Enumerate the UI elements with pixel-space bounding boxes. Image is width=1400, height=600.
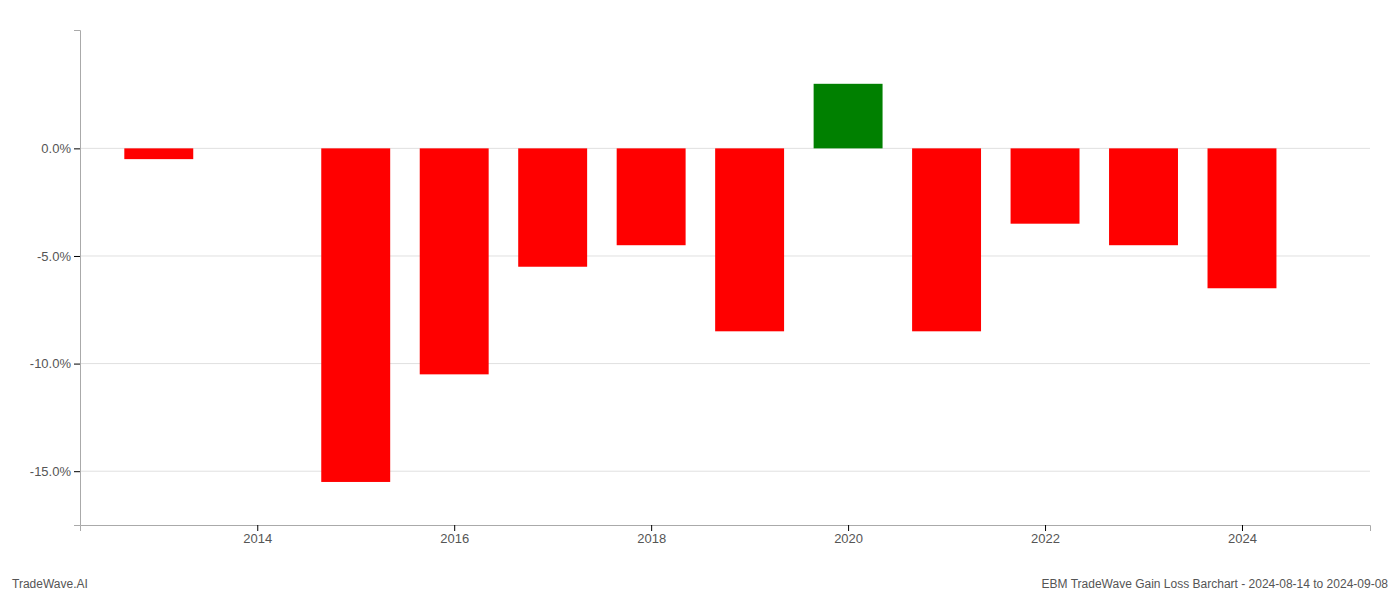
x-tick: 2020 [834, 525, 863, 546]
footer-right: EBM TradeWave Gain Loss Barchart - 2024-… [1042, 577, 1389, 591]
bars [124, 84, 1276, 482]
bar [617, 148, 686, 245]
x-tick: 2024 [1228, 525, 1257, 546]
grid-line [80, 471, 1370, 472]
y-tick-mark [74, 471, 80, 472]
footer-left: TradeWave.AI [12, 577, 88, 591]
x-tick: 2018 [637, 525, 666, 546]
bar [124, 148, 193, 159]
x-tick-label: 2018 [637, 531, 666, 546]
x-tick-label: 2020 [834, 531, 863, 546]
bar [1208, 148, 1277, 288]
bar [420, 148, 489, 374]
bar [715, 148, 784, 331]
x-tick-mark [848, 525, 849, 531]
bar [814, 84, 883, 149]
y-tick: -15.0% [30, 464, 80, 479]
y-tick-mark [74, 256, 80, 257]
bar [518, 148, 587, 266]
chart: 2014 2016 2018 2020 2022 2024 0.0% -5.0% -10.0% -… [0, 0, 1400, 600]
x-tick-label: 2016 [440, 531, 469, 546]
x-axis-line [81, 526, 1371, 532]
x-tick-label: 2022 [1031, 531, 1060, 546]
x-axis: 2014 2016 2018 2020 2022 2024 [81, 525, 1371, 546]
plot-area: 2014 2016 2018 2020 2022 2024 0.0% -5.0% -10.0% -… [30, 31, 1371, 547]
y-tick-mark [74, 364, 80, 365]
x-tick: 2022 [1031, 525, 1060, 546]
x-tick: 2014 [243, 525, 272, 546]
x-tick-mark [454, 525, 455, 531]
y-tick: -5.0% [37, 249, 80, 264]
x-tick-mark [1242, 525, 1243, 531]
bar [912, 148, 981, 331]
x-tick-mark [1045, 525, 1046, 531]
x-tick: 2016 [440, 525, 469, 546]
y-axis: 0.0% -5.0% -10.0% -15.0% [30, 31, 81, 526]
grid [80, 148, 1370, 471]
x-tick-mark [257, 525, 258, 531]
y-tick-label: -5.0% [37, 249, 71, 264]
grid-line [80, 363, 1370, 364]
y-tick-label: 0.0% [41, 141, 71, 156]
y-tick-label: -10.0% [30, 356, 72, 371]
x-tick-label: 2014 [243, 531, 272, 546]
y-axis-line [74, 31, 81, 526]
y-tick-mark [74, 148, 80, 149]
x-tick-mark [651, 525, 652, 531]
y-tick: -10.0% [30, 356, 80, 371]
x-tick-label: 2024 [1228, 531, 1257, 546]
y-tick: 0.0% [41, 141, 80, 156]
bar [1011, 148, 1080, 223]
y-tick-label: -15.0% [30, 464, 72, 479]
bar [1109, 148, 1178, 245]
bar [321, 148, 390, 482]
